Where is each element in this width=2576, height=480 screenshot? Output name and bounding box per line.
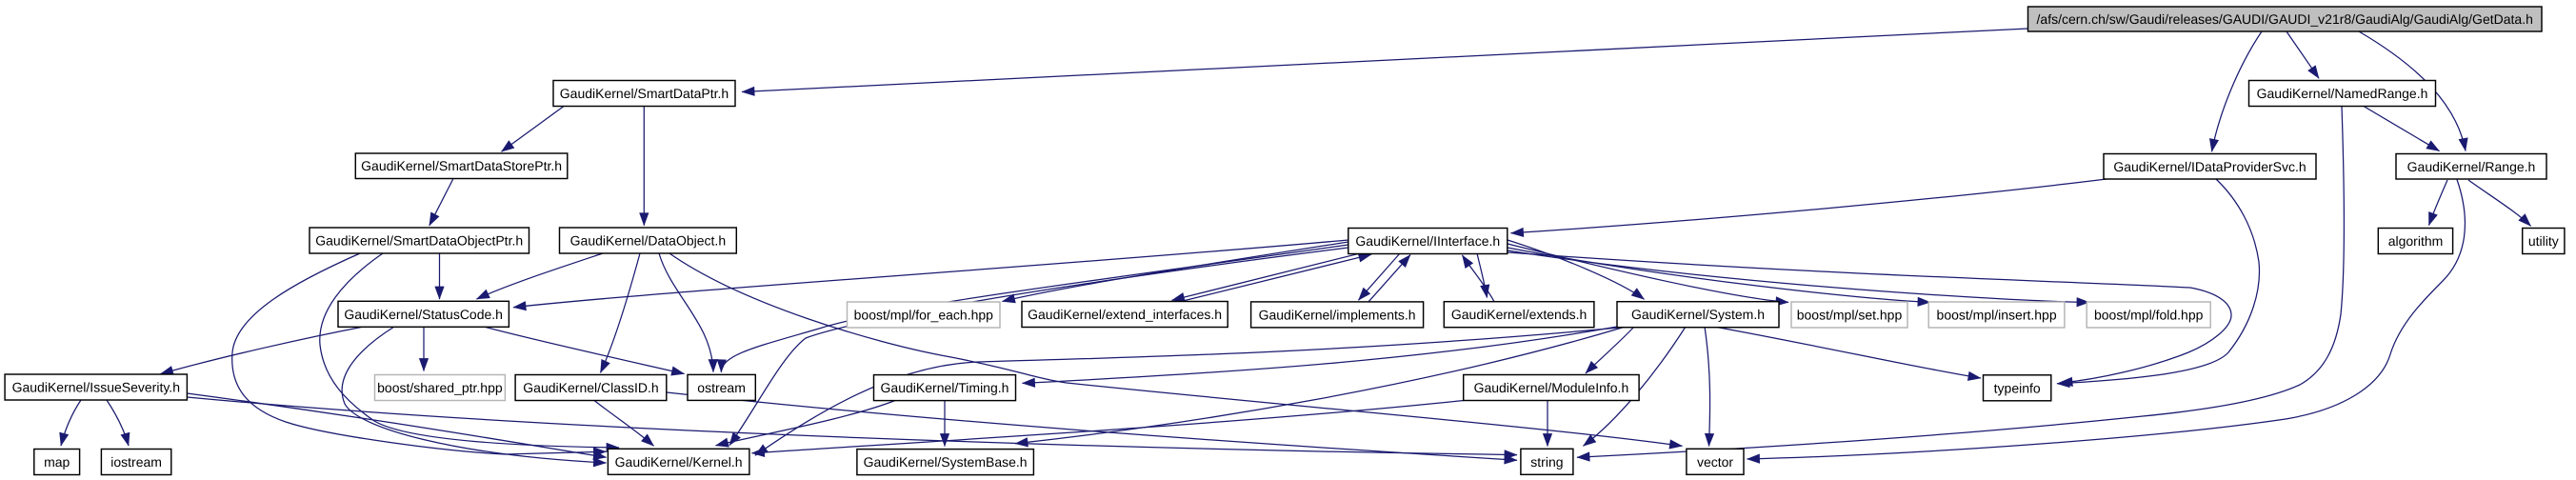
- svg-text:GaudiKernel/Timing.h: GaudiKernel/Timing.h: [881, 380, 1009, 395]
- svg-text:GaudiKernel/IDataProviderSvc.h: GaudiKernel/IDataProviderSvc.h: [2113, 159, 2306, 174]
- svg-text:GaudiKernel/IssueSeverity.h: GaudiKernel/IssueSeverity.h: [12, 380, 180, 395]
- svg-text:GaudiKernel/System.h: GaudiKernel/System.h: [1631, 307, 1765, 322]
- svg-text:GaudiKernel/Kernel.h: GaudiKernel/Kernel.h: [615, 454, 743, 470]
- svg-text:GaudiKernel/extends.h: GaudiKernel/extends.h: [1451, 307, 1587, 322]
- svg-text:/afs/cern.ch/sw/Gaudi/releases: /afs/cern.ch/sw/Gaudi/releases/GAUDI/GAU…: [2037, 11, 2533, 27]
- svg-text:GaudiKernel/NamedRange.h: GaudiKernel/NamedRange.h: [2257, 86, 2428, 101]
- svg-text:boost/mpl/fold.hpp: boost/mpl/fold.hpp: [2094, 308, 2204, 323]
- svg-text:iostream: iostream: [110, 454, 162, 470]
- svg-text:boost/mpl/for_each.hpp: boost/mpl/for_each.hpp: [854, 308, 994, 323]
- svg-text:GaudiKernel/SmartDataStorePtr.: GaudiKernel/SmartDataStorePtr.h: [361, 158, 562, 173]
- svg-text:GaudiKernel/SmartDataObjectPtr: GaudiKernel/SmartDataObjectPtr.h: [315, 233, 523, 249]
- svg-text:GaudiKernel/StatusCode.h: GaudiKernel/StatusCode.h: [344, 307, 503, 322]
- svg-text:GaudiKernel/ClassID.h: GaudiKernel/ClassID.h: [523, 380, 658, 395]
- svg-text:GaudiKernel/SmartDataPtr.h: GaudiKernel/SmartDataPtr.h: [560, 86, 729, 101]
- svg-text:string: string: [1530, 454, 1563, 470]
- svg-text:boost/shared_ptr.hpp: boost/shared_ptr.hpp: [377, 380, 503, 395]
- svg-text:GaudiKernel/ModuleInfo.h: GaudiKernel/ModuleInfo.h: [1474, 380, 1629, 395]
- svg-text:utility: utility: [2528, 233, 2559, 249]
- svg-text:GaudiKernel/SystemBase.h: GaudiKernel/SystemBase.h: [864, 454, 1028, 470]
- svg-text:algorithm: algorithm: [2388, 233, 2444, 249]
- svg-text:ostream: ostream: [697, 380, 746, 395]
- svg-text:GaudiKernel/Range.h: GaudiKernel/Range.h: [2407, 159, 2536, 174]
- svg-text:GaudiKernel/extend_interfaces.: GaudiKernel/extend_interfaces.h: [1028, 307, 1222, 322]
- svg-text:map: map: [44, 454, 70, 470]
- svg-text:boost/mpl/set.hpp: boost/mpl/set.hpp: [1797, 308, 1903, 323]
- svg-text:GaudiKernel/DataObject.h: GaudiKernel/DataObject.h: [570, 233, 726, 249]
- svg-text:GaudiKernel/implements.h: GaudiKernel/implements.h: [1259, 307, 1416, 322]
- svg-text:vector: vector: [1697, 454, 1733, 470]
- svg-text:typeinfo: typeinfo: [1994, 380, 2041, 395]
- svg-text:GaudiKernel/IInterface.h: GaudiKernel/IInterface.h: [1355, 233, 1500, 249]
- svg-text:boost/mpl/insert.hpp: boost/mpl/insert.hpp: [1937, 308, 2057, 323]
